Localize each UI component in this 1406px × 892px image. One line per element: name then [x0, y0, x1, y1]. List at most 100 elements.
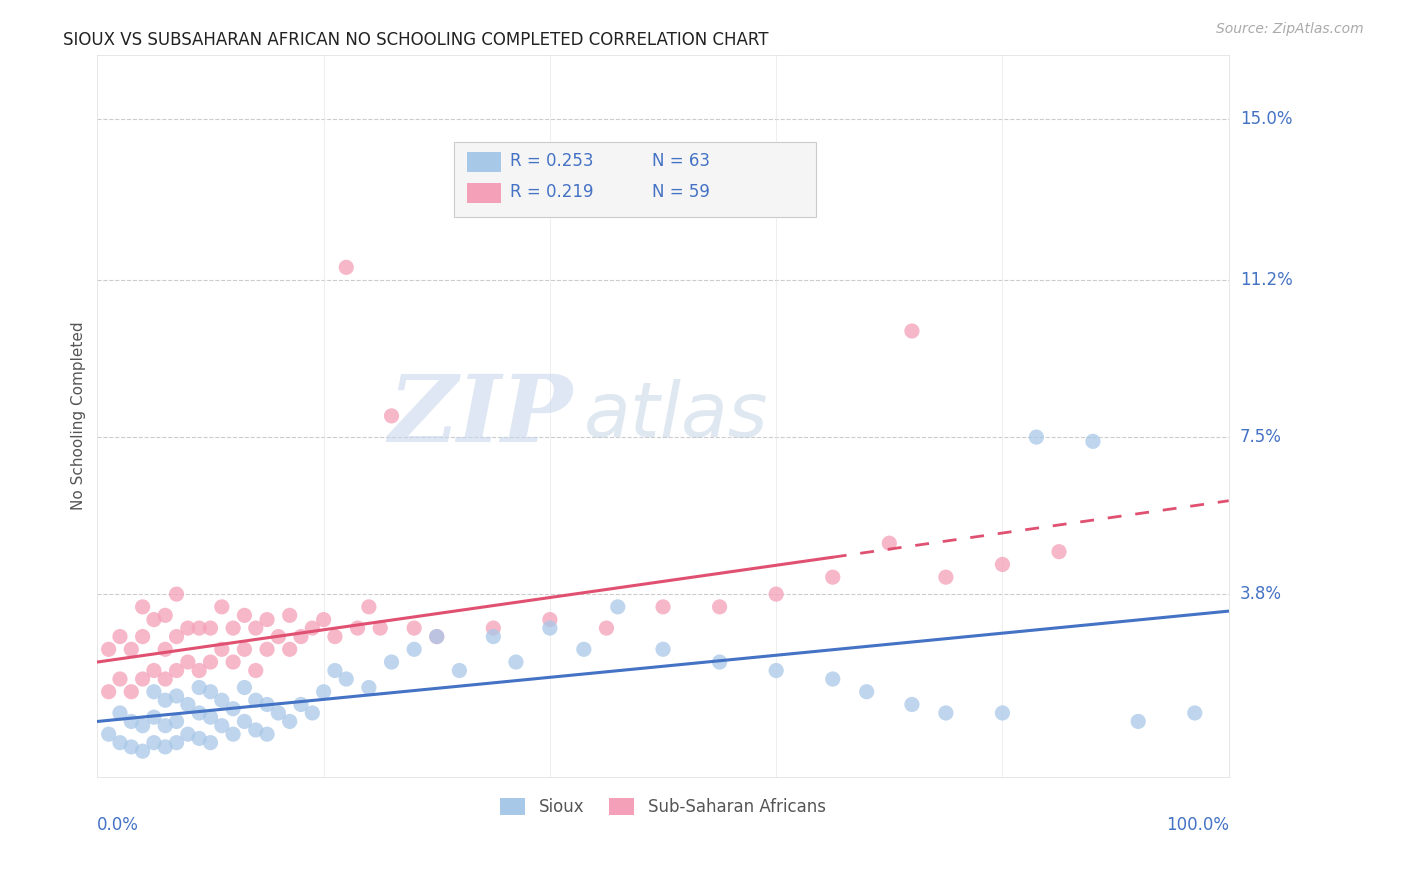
Point [652, 599, 675, 614]
Point [166, 587, 188, 601]
Point [97, 642, 120, 657]
Point [200, 736, 222, 750]
Bar [467, 152, 502, 172]
Point [821, 570, 844, 584]
Point [267, 630, 290, 644]
Text: 15.0%: 15.0% [1240, 110, 1292, 128]
Point [142, 613, 165, 627]
Point [222, 702, 245, 716]
Point [108, 630, 131, 644]
Text: R = 0.219: R = 0.219 [510, 183, 593, 202]
Point [404, 642, 426, 657]
Point [426, 630, 449, 644]
Point [222, 655, 245, 669]
Point [538, 621, 561, 635]
Point [357, 681, 380, 695]
Point [404, 621, 426, 635]
Point [108, 672, 131, 686]
Text: 3.8%: 3.8% [1240, 585, 1282, 603]
Point [335, 672, 357, 686]
Point [120, 739, 142, 754]
Point [595, 621, 617, 635]
Point [188, 731, 211, 746]
Text: 11.2%: 11.2% [1240, 271, 1292, 289]
Point [188, 621, 211, 635]
Point [323, 664, 346, 678]
Point [211, 719, 233, 733]
Point [991, 706, 1014, 720]
Point [200, 710, 222, 724]
Point [131, 719, 153, 733]
Point [879, 536, 901, 550]
Point [256, 613, 278, 627]
Text: atlas: atlas [583, 379, 768, 453]
Point [935, 570, 957, 584]
Point [166, 664, 188, 678]
Point [177, 655, 200, 669]
Text: R = 0.253: R = 0.253 [510, 153, 593, 170]
Point [290, 630, 312, 644]
Point [245, 693, 267, 707]
Point [301, 706, 323, 720]
Text: 100.0%: 100.0% [1166, 816, 1229, 834]
Text: 7.5%: 7.5% [1240, 428, 1282, 446]
Point [97, 727, 120, 741]
Point [108, 736, 131, 750]
Point [188, 706, 211, 720]
Point [901, 698, 924, 712]
Point [155, 608, 177, 623]
Point [142, 684, 165, 698]
Legend: Sioux, Sub-Saharan Africans: Sioux, Sub-Saharan Africans [494, 791, 832, 822]
Point [278, 714, 301, 729]
Point [323, 630, 346, 644]
Text: 0.0%: 0.0% [97, 816, 139, 834]
Point [652, 642, 675, 657]
Point [233, 681, 256, 695]
Point [155, 693, 177, 707]
Text: ZIP: ZIP [388, 371, 572, 461]
Point [131, 630, 153, 644]
Point [155, 672, 177, 686]
Point [312, 684, 335, 698]
Point [312, 613, 335, 627]
Point [200, 655, 222, 669]
Point [142, 664, 165, 678]
Point [606, 599, 628, 614]
Point [155, 739, 177, 754]
Point [222, 727, 245, 741]
Point [482, 621, 505, 635]
Point [709, 655, 731, 669]
Point [267, 706, 290, 720]
Point [1025, 430, 1047, 444]
Bar [467, 183, 502, 203]
Point [765, 664, 787, 678]
Point [357, 599, 380, 614]
Point [200, 684, 222, 698]
Point [142, 710, 165, 724]
Point [709, 599, 731, 614]
Point [572, 642, 595, 657]
Text: Source: ZipAtlas.com: Source: ZipAtlas.com [1216, 22, 1364, 37]
Point [142, 736, 165, 750]
Point [256, 698, 278, 712]
Point [278, 642, 301, 657]
Point [821, 672, 844, 686]
Y-axis label: No Schooling Completed: No Schooling Completed [72, 322, 86, 510]
Point [233, 714, 256, 729]
Text: SIOUX VS SUBSAHARAN AFRICAN NO SCHOOLING COMPLETED CORRELATION CHART: SIOUX VS SUBSAHARAN AFRICAN NO SCHOOLING… [63, 31, 769, 49]
Point [131, 599, 153, 614]
Point [211, 693, 233, 707]
Point [233, 642, 256, 657]
Point [166, 630, 188, 644]
Point [901, 324, 924, 338]
Point [256, 642, 278, 657]
Point [131, 672, 153, 686]
Point [155, 642, 177, 657]
Point [346, 621, 368, 635]
Point [855, 684, 877, 698]
Point [97, 684, 120, 698]
Point [245, 621, 267, 635]
Point [211, 642, 233, 657]
Point [505, 655, 527, 669]
Point [1047, 544, 1070, 558]
